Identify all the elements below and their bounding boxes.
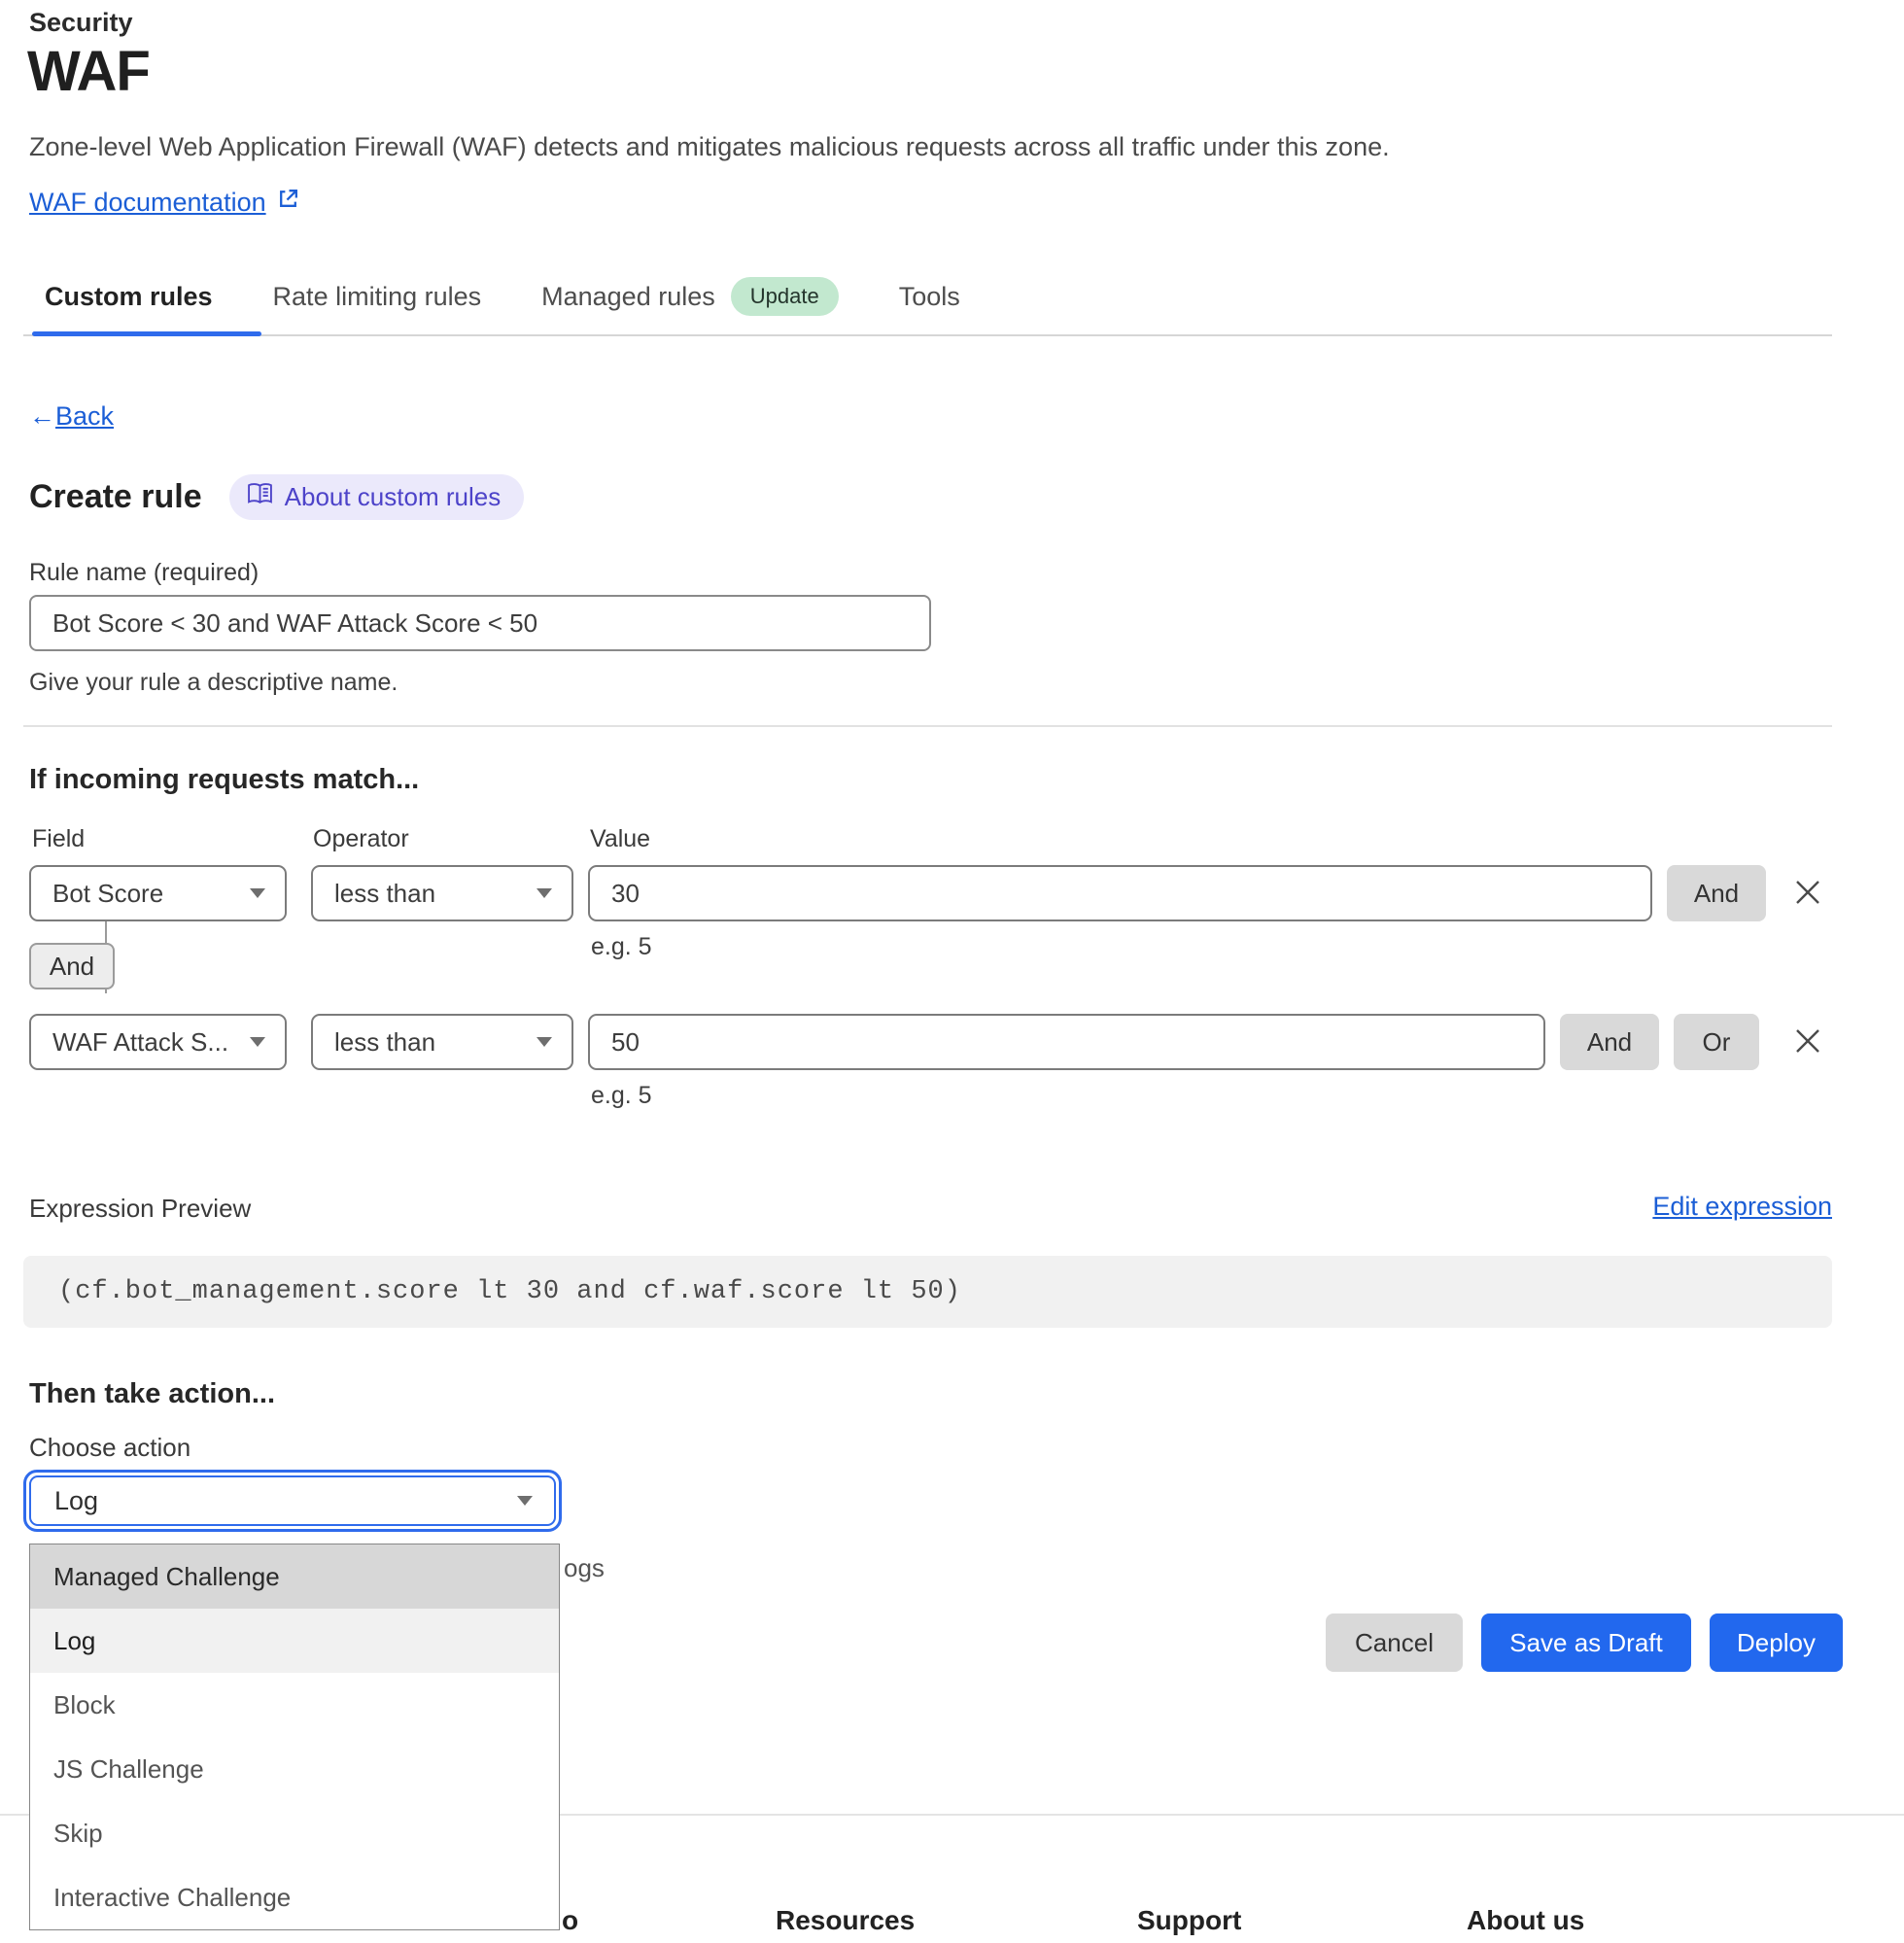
action-option-js-challenge[interactable]: JS Challenge: [30, 1737, 559, 1801]
action-option-log[interactable]: Log: [30, 1609, 559, 1673]
remove-row1-button[interactable]: [1790, 876, 1825, 911]
footer-heading-about-us: About us: [1467, 1905, 1585, 1935]
operator-select-row1-value: less than: [334, 878, 436, 908]
close-icon: [1796, 881, 1819, 904]
value-hint-row1: e.g. 5: [591, 933, 652, 960]
field-column-label: Field: [32, 825, 86, 852]
action-option-interactive-challenge[interactable]: Interactive Challenge: [30, 1865, 559, 1929]
choose-action-selected-value: Log: [54, 1485, 99, 1515]
tab-custom-rules-label: Custom rules: [45, 281, 213, 311]
create-rule-heading: Create rule: [29, 478, 202, 515]
tab-managed-rules-label: Managed rules: [541, 281, 715, 311]
tab-bar: Custom rules Rate limiting rules Managed…: [45, 277, 960, 316]
action-option-skip[interactable]: Skip: [30, 1801, 559, 1865]
save-as-draft-button[interactable]: Save as Draft: [1481, 1613, 1691, 1672]
active-tab-underline: [32, 331, 261, 336]
field-select-row2[interactable]: WAF Attack S...: [29, 1014, 287, 1070]
chevron-down-icon: [537, 888, 552, 898]
action-option-managed-challenge[interactable]: Managed Challenge: [30, 1544, 559, 1609]
breadcrumb-security: Security: [29, 8, 133, 37]
joiner-and-chip[interactable]: And: [29, 943, 115, 989]
expression-preview-box: (cf.bot_management.score lt 30 and cf.wa…: [23, 1256, 1832, 1328]
footer-heading-clipped: o: [562, 1905, 579, 1935]
close-icon: [1796, 1029, 1819, 1053]
field-select-row1-value: Bot Score: [52, 878, 164, 908]
operator-column-label: Operator: [313, 825, 409, 852]
add-and-button-row2[interactable]: And: [1560, 1014, 1659, 1070]
operator-select-row2[interactable]: less than: [311, 1014, 573, 1070]
waf-documentation-link[interactable]: WAF documentation: [29, 187, 300, 218]
choose-action-select[interactable]: Log: [29, 1475, 556, 1526]
value-column-label: Value: [590, 825, 651, 852]
clipped-background-text: ogs: [564, 1553, 605, 1582]
rule-name-input[interactable]: [29, 595, 931, 651]
value-hint-row2: e.g. 5: [591, 1082, 652, 1109]
chevron-down-icon: [517, 1496, 533, 1506]
action-section-heading: Then take action...: [29, 1378, 275, 1409]
back-link-label: Back: [55, 401, 115, 431]
match-section-heading: If incoming requests match...: [29, 764, 420, 795]
rule-name-help: Give your rule a descriptive name.: [29, 669, 398, 696]
footer-heading-resources: Resources: [776, 1905, 916, 1935]
cancel-button[interactable]: Cancel: [1326, 1613, 1463, 1672]
tab-bottom-border: [23, 334, 1832, 336]
choose-action-dropdown-menu: Managed Challenge Log Block JS Challenge…: [29, 1544, 560, 1930]
page-title: WAF: [27, 40, 151, 103]
tab-rate-limiting-rules-label: Rate limiting rules: [272, 281, 482, 311]
add-or-button-row2[interactable]: Or: [1674, 1014, 1759, 1070]
rule-name-label: Rule name (required): [29, 559, 260, 586]
back-arrow-icon: ←: [29, 401, 55, 431]
deploy-button[interactable]: Deploy: [1710, 1613, 1843, 1672]
value-input-row2[interactable]: [588, 1014, 1545, 1070]
field-select-row2-value: WAF Attack S...: [52, 1026, 229, 1057]
external-link-icon: [276, 187, 300, 218]
about-custom-rules-badge[interactable]: About custom rules: [228, 474, 525, 520]
chevron-down-icon: [250, 1037, 265, 1047]
footer-divider: [0, 1814, 1904, 1816]
choose-action-select-focus-ring: Log: [23, 1470, 562, 1532]
expression-preview-label: Expression Preview: [29, 1194, 252, 1223]
tab-tools[interactable]: Tools: [899, 282, 960, 312]
operator-select-row1[interactable]: less than: [311, 865, 573, 921]
waf-documentation-link-label: WAF documentation: [29, 187, 266, 217]
tab-custom-rules[interactable]: Custom rules: [45, 282, 213, 312]
tab-managed-rules[interactable]: Managed rules Update: [541, 277, 839, 316]
create-rule-header: Create rule About custom rules: [29, 474, 525, 520]
add-and-button-row1[interactable]: And: [1667, 865, 1766, 921]
section-divider: [23, 725, 1832, 727]
about-custom-rules-label: About custom rules: [284, 482, 502, 511]
tab-tools-label: Tools: [898, 281, 960, 311]
operator-select-row2-value: less than: [334, 1026, 436, 1057]
action-option-block[interactable]: Block: [30, 1673, 559, 1737]
form-actions: Cancel Save as Draft Deploy: [1326, 1613, 1843, 1672]
update-badge: Update: [730, 277, 839, 316]
remove-row2-button[interactable]: [1790, 1024, 1825, 1059]
page-description: Zone-level Web Application Firewall (WAF…: [29, 132, 1390, 161]
back-link[interactable]: ← Back: [29, 401, 114, 432]
footer-heading-support: Support: [1137, 1905, 1242, 1935]
chevron-down-icon: [250, 888, 265, 898]
edit-expression-link[interactable]: Edit expression: [1652, 1192, 1832, 1221]
book-icon: [247, 482, 273, 512]
value-input-row1[interactable]: [588, 865, 1652, 921]
choose-action-label: Choose action: [29, 1433, 191, 1462]
tab-rate-limiting-rules[interactable]: Rate limiting rules: [273, 282, 482, 312]
chevron-down-icon: [537, 1037, 552, 1047]
field-select-row1[interactable]: Bot Score: [29, 865, 287, 921]
expression-code: (cf.bot_management.score lt 30 and cf.wa…: [58, 1277, 961, 1306]
